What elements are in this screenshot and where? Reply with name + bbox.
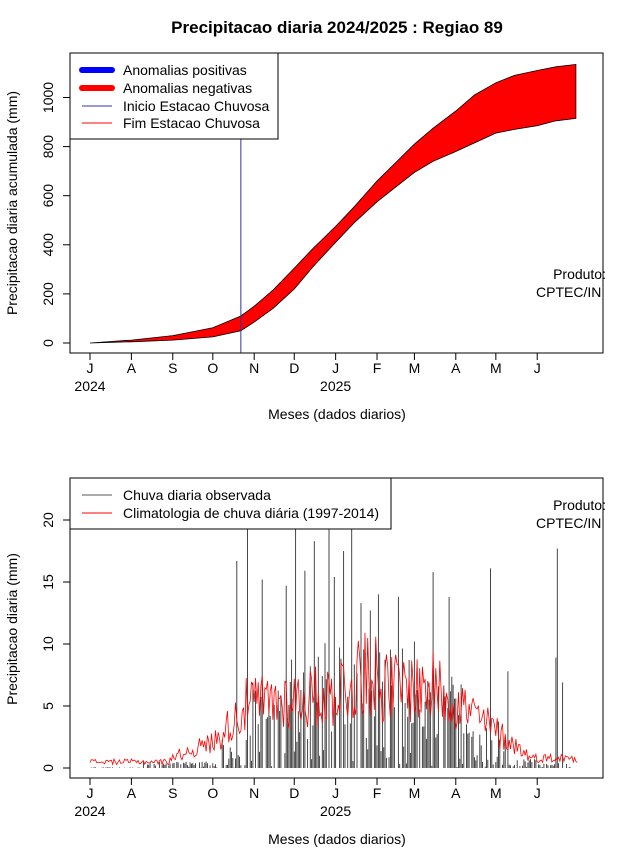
legend-item-negative: Anomalias negativas: [123, 80, 252, 96]
top-month-label: N: [249, 360, 259, 376]
climatology-line: [89, 632, 578, 766]
top-month-label: O: [207, 360, 218, 376]
bottom-y-tick-label: 5: [40, 702, 56, 710]
top-month-label: J: [87, 360, 94, 376]
bottom-year-label: 2025: [320, 803, 351, 819]
bottom-month-label: J: [87, 785, 94, 801]
bottom-month-label: J: [332, 785, 339, 801]
top-month-label: A: [127, 360, 137, 376]
bottom-credit-line2: CPTEC/INPE: [536, 515, 620, 531]
bottom-y-tick-label: 10: [40, 636, 56, 652]
legend-item-end: Fim Estacao Chuvosa: [123, 115, 260, 131]
top-credit-line2: CPTEC/INPE: [536, 284, 620, 300]
bottom-year-label: 2024: [74, 803, 105, 819]
chart-title: Precipitacao diaria 2024/2025 : Regiao 8…: [171, 18, 503, 37]
legend-item-onset: Inicio Estacao Chuvosa: [123, 98, 270, 114]
bottom-credit-line1: Produto:: [553, 497, 606, 513]
legend-item-positive: Anomalias positivas: [123, 62, 247, 78]
bottom-month-label: A: [451, 785, 461, 801]
bottom-y-tick-label: 0: [40, 764, 56, 772]
bottom-month-label: O: [207, 785, 218, 801]
bottom-y-axis: 0 5 10 15 20: [40, 512, 71, 772]
bottom-x-axis-label: Meses (dados diarios): [268, 831, 406, 847]
bottom-legend: Chuva diaria observada Climatologia de c…: [69, 477, 392, 530]
top-legend: Anomalias positivas Anomalias negativas …: [69, 52, 279, 140]
bottom-y-axis-label: Precipitacao diaria (mm): [4, 553, 20, 705]
daily-plot: [89, 507, 578, 768]
top-credit-clip: CPTEC/INPE: [536, 284, 620, 300]
observed-bars: [90, 507, 572, 768]
top-month-label: S: [168, 360, 177, 376]
legend-item-climatology: Climatologia de chuva diária (1997-2014): [123, 505, 379, 521]
bottom-month-label: M: [409, 785, 421, 801]
top-y-tick-label: 1000: [40, 82, 56, 113]
bottom-credit-clip: CPTEC/INPE: [536, 515, 620, 531]
bottom-y-tick-label: 20: [40, 512, 56, 528]
legend-item-observed: Chuva diaria observada: [123, 487, 271, 503]
bottom-month-label: F: [373, 785, 382, 801]
top-month-label: F: [373, 360, 382, 376]
top-year-label: 2024: [74, 378, 105, 394]
top-credit-line1: Produto:: [553, 266, 606, 282]
top-year-label: 2025: [320, 378, 351, 394]
top-y-tick-label: 400: [40, 233, 56, 257]
bottom-y-tick-label: 15: [40, 574, 56, 590]
bottom-month-label: M: [490, 785, 502, 801]
top-y-tick-label: 200: [40, 282, 56, 306]
top-y-tick-label: 800: [40, 135, 56, 159]
top-month-label: J: [332, 360, 339, 376]
top-x-axis: J A S O N D J F M A M J 2024 2025: [74, 352, 541, 394]
bottom-month-label: N: [249, 785, 259, 801]
top-y-tick-label: 0: [40, 339, 56, 347]
bottom-legend-box: [69, 477, 392, 530]
top-y-axis: 0 200 400 600 800 1000: [40, 82, 71, 347]
bottom-month-label: D: [289, 785, 299, 801]
bottom-month-label: A: [127, 785, 137, 801]
negative-anomaly-band: [89, 63, 577, 344]
bottom-x-axis: J A S O N D J F M A M J 2024 2025: [74, 777, 541, 819]
top-y-tick-label: 600: [40, 184, 56, 208]
top-month-label: D: [289, 360, 299, 376]
top-x-axis-label: Meses (dados diarios): [268, 406, 406, 422]
bottom-month-label: J: [534, 785, 541, 801]
top-y-axis-label: Precipitacao diaria acumulada (mm): [4, 91, 20, 315]
top-month-label: J: [534, 360, 541, 376]
top-month-label: M: [409, 360, 421, 376]
top-month-label: A: [451, 360, 461, 376]
bottom-month-label: S: [168, 785, 177, 801]
top-month-label: M: [490, 360, 502, 376]
